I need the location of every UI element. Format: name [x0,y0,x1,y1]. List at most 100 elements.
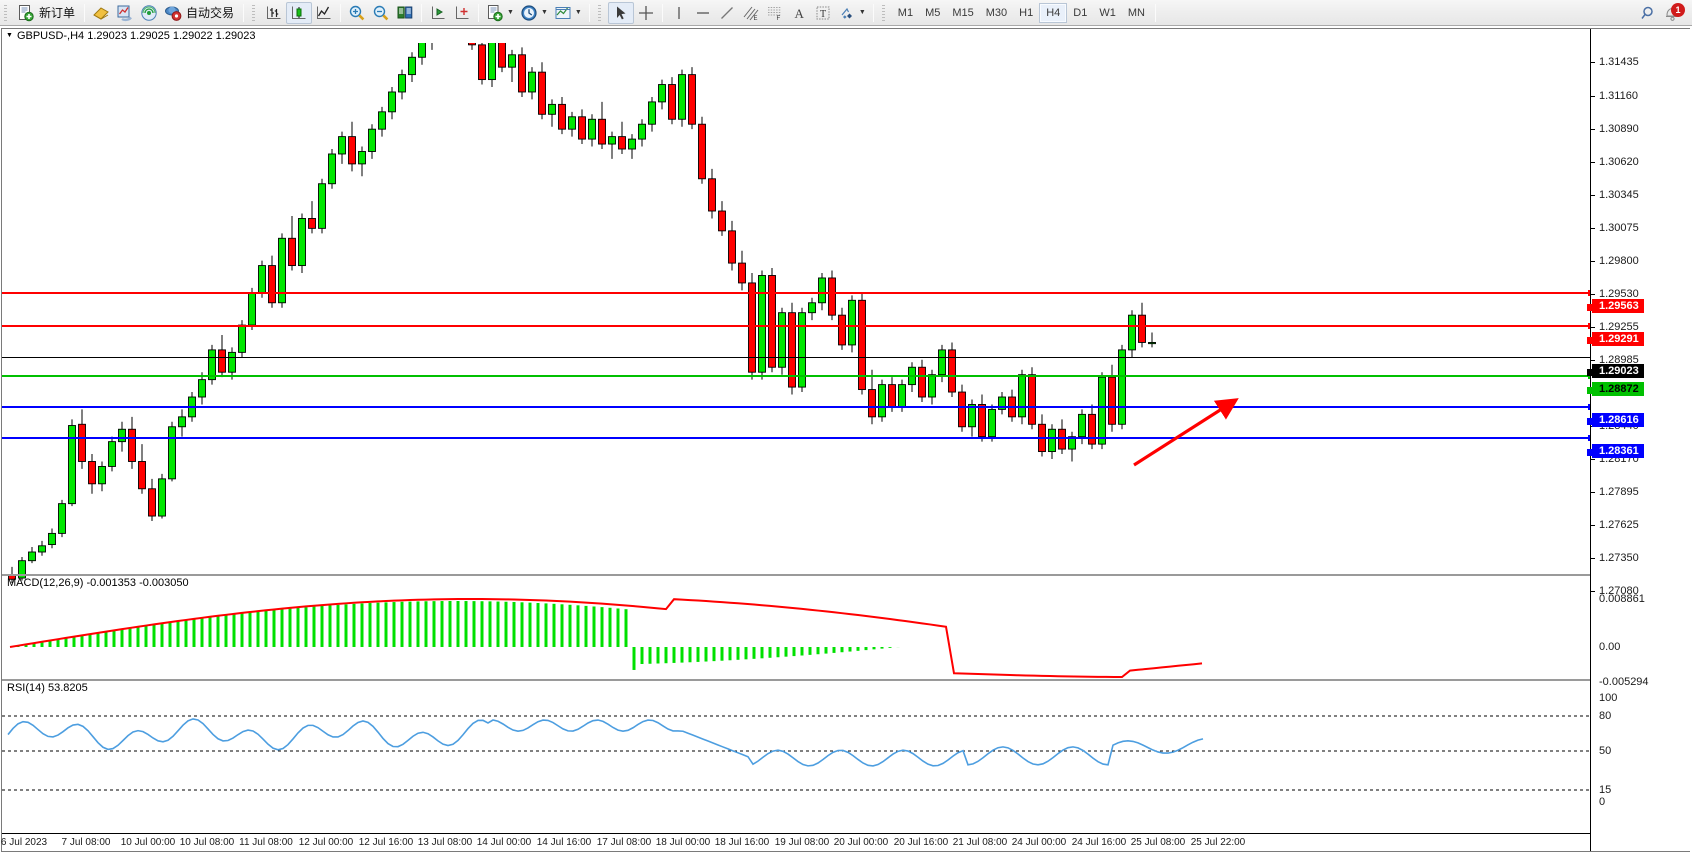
text-label-icon: T [814,4,832,22]
timeframe-h1[interactable]: H1 [1019,6,1034,19]
indicator-list-button[interactable]: ▼ [483,2,517,24]
price-line-handle[interactable] [1587,418,1594,425]
indicators-icon [116,4,134,22]
equidistant-channel-button[interactable]: E [739,2,763,24]
chart-window[interactable]: ▼ GBPUSD-,H4 1.29023 1.29025 1.29022 1.2… [1,28,1690,852]
candlestick-series [8,43,1156,583]
text-label-button[interactable]: T [811,2,835,24]
macd-scale-tick: 0.008861 [1599,593,1645,605]
toolbar-separator [84,3,86,22]
price-tick: 1.31160 [1591,90,1638,102]
chevron-down-icon-3[interactable]: ▼ [574,9,582,16]
period-button[interactable]: ▼ [517,2,551,24]
auto-trading-button[interactable]: 自动交易 [161,2,239,24]
crosshair-button[interactable] [634,2,658,24]
horizontal-line-icon [694,4,712,22]
timeframe-mn[interactable]: MN [1127,6,1145,19]
price-tick: 1.27625 [1591,519,1639,531]
timeframe-m1[interactable]: M1 [897,6,914,19]
vertical-line-icon [670,4,688,22]
auto-scroll-button[interactable] [450,2,474,24]
price-tick: 1.29800 [1591,255,1639,267]
price-label-pivot-line[interactable]: 1.28872 [1592,382,1644,396]
trendline-button[interactable] [715,2,739,24]
vertical-line-button[interactable] [667,2,691,24]
line-chart-button[interactable] [312,2,336,24]
fibonacci-button[interactable]: F [763,2,787,24]
cursor-button[interactable] [607,1,634,24]
price-label-support-2[interactable]: 1.28361 [1592,444,1644,458]
search-icon[interactable] [1640,4,1658,22]
rsi-scale-tick: 50 [1599,745,1612,757]
price-axis[interactable]: 1.31435 1.31160 1.30890 1.30620 1.30345 1.300… [1587,29,1690,851]
zoom-out-icon [372,4,390,22]
toolbar-grip-4[interactable] [879,2,889,23]
signals-button[interactable] [137,2,161,24]
text-button[interactable]: A [787,2,811,24]
time-tick: 6 Jul 2023 [0,837,48,848]
period-icon [520,4,538,22]
crosshair-icon [637,4,655,22]
time-tick: 11 Jul 08:00 [239,837,293,848]
price-tick: 1.29530 [1591,288,1639,300]
chevron-down-icon[interactable]: ▼ [507,9,514,16]
price-line-handle[interactable] [1587,387,1594,394]
price-label-support-1[interactable]: 1.28616 [1592,413,1644,427]
bullish-arrow-annotation[interactable] [1120,369,1300,479]
horizontal-line-button[interactable] [691,2,715,24]
bar-chart-button[interactable] [262,2,286,24]
time-tick: 25 Jul 22:00 [1190,837,1246,848]
chart-shift-icon [429,4,447,22]
timeframe-h4[interactable]: H4 [1039,2,1068,23]
auto-trading-icon [164,4,182,22]
rsi-series [2,715,1591,791]
svg-text:T: T [820,9,826,20]
price-label-current-price[interactable]: 1.29023 [1592,364,1644,378]
chevron-down-icon-4[interactable]: ▼ [858,9,866,16]
timeframe-d1[interactable]: D1 [1073,6,1088,19]
zoom-in-button[interactable] [345,2,369,24]
toolbar-grip-3[interactable] [595,2,605,23]
price-tick: 1.27080 [1591,585,1639,597]
trendline-icon [718,4,736,22]
timeframe-m30[interactable]: M30 [985,6,1008,19]
chevron-down-icon-2[interactable]: ▼ [540,9,548,16]
new-order-button[interactable]: 新订单 [14,2,80,24]
templates-icon [92,4,110,22]
toolbar-grip[interactable] [2,2,11,23]
zoom-out-button[interactable] [369,2,393,24]
time-tick: 19 Jul 08:00 [774,837,830,848]
price-tick: 1.30890 [1591,123,1639,135]
price-tick: 1.30345 [1591,189,1639,201]
template-button[interactable]: ▼ [551,2,585,24]
toolbar-separator-4 [421,3,423,22]
alerts-button[interactable]: 1 [1664,2,1685,22]
price-line-handle[interactable] [1587,449,1594,456]
svg-text:A: A [794,6,804,21]
time-tick: 18 Jul 00:00 [655,837,711,848]
toolbar-grip-2[interactable] [250,2,260,23]
timeframe-m15[interactable]: M15 [952,6,974,19]
price-line-handle[interactable] [1587,337,1594,344]
zoom-in-icon [348,4,366,22]
chart-shift-button[interactable] [426,2,450,24]
candlestick-chart-button[interactable] [286,1,313,24]
objects-button[interactable]: ▼ [835,2,869,24]
templates-button[interactable] [89,2,113,24]
line-chart-icon [315,4,333,22]
time-tick: 17 Jul 08:00 [596,837,652,848]
timeframe-m5[interactable]: M5 [925,6,941,19]
price-plot[interactable] [2,29,1594,851]
data-window-button[interactable] [393,2,417,24]
price-tick: 1.28985 [1591,354,1639,366]
chart-menu-caret-icon[interactable]: ▼ [6,32,13,39]
price-label-resistance-1[interactable]: 1.29563 [1592,299,1644,313]
timeframe-w1[interactable]: W1 [1099,6,1116,19]
signals-icon [140,4,158,22]
price-line-handle[interactable] [1587,369,1594,376]
price-line-handle[interactable] [1587,304,1594,311]
market-watch-button[interactable] [113,2,137,24]
price-label-resistance-2[interactable]: 1.29291 [1592,332,1644,346]
time-axis[interactable]: 6 Jul 2023 7 Jul 08:00 10 Jul 00:00 10 Jul … [0,833,1590,851]
new-order-label: 新订单 [39,6,76,20]
